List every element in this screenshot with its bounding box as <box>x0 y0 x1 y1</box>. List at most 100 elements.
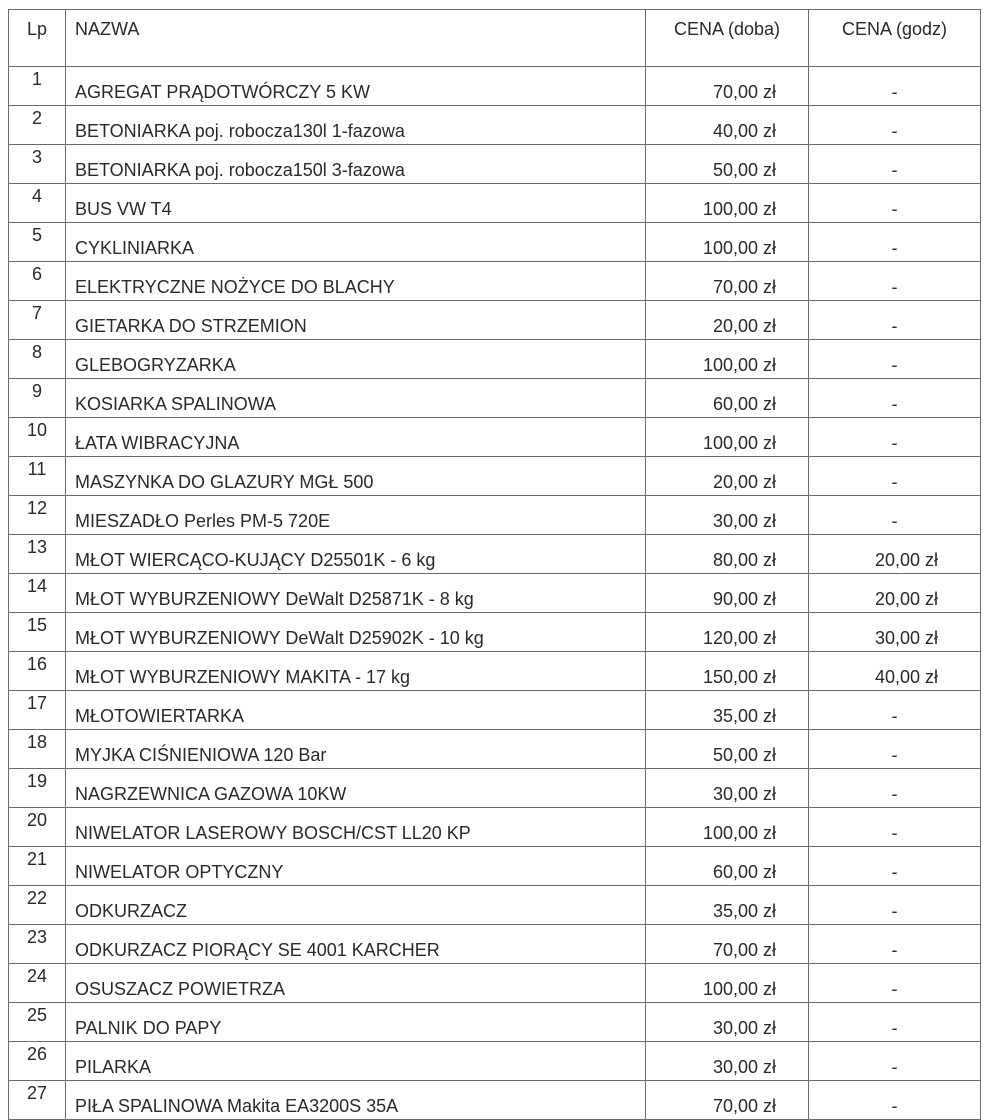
row-number: 14 <box>8 573 66 613</box>
item-name: MŁOT WIERCĄCO-KUJĄCY D25501K - 6 kg <box>65 534 646 574</box>
table-row: 11 MASZYNKA DO GLAZURY MGŁ 500 20,00 zł - <box>8 456 981 496</box>
table-row: 17 MŁOTOWIERTARKA 35,00 zł - <box>8 690 981 730</box>
item-name: AGREGAT PRĄDOTWÓRCZY 5 KW <box>65 66 646 106</box>
table-row: 4 BUS VW T4 100,00 zł - <box>8 183 981 223</box>
row-number: 15 <box>8 612 66 652</box>
table-row: 27 PIŁA SPALINOWA Makita EA3200S 35A 70,00… <box>8 1080 981 1120</box>
price-day: 20,00 zł <box>645 456 809 496</box>
price-day: 90,00 zł <box>645 573 809 613</box>
table-row: 21 NIWELATOR OPTYCZNY 60,00 zł - <box>8 846 981 886</box>
price-day: 50,00 zł <box>645 144 809 184</box>
price-day: 100,00 zł <box>645 417 809 457</box>
table-row: 26 PILARKA 30,00 zł - <box>8 1041 981 1081</box>
price-day: 70,00 zł <box>645 924 809 964</box>
price-day: 40,00 zł <box>645 105 809 145</box>
row-number: 27 <box>8 1080 66 1120</box>
price-day: 70,00 zł <box>645 1080 809 1120</box>
price-hour: - <box>808 339 981 379</box>
item-name: MŁOTOWIERTARKA <box>65 690 646 730</box>
table-row: 10 ŁATA WIBRACYJNA 100,00 zł - <box>8 417 981 457</box>
table-row: 9 KOSIARKA SPALINOWA 60,00 zł - <box>8 378 981 418</box>
price-hour: - <box>808 183 981 223</box>
price-day: 30,00 zł <box>645 768 809 808</box>
price-day: 70,00 zł <box>645 66 809 106</box>
row-number: 20 <box>8 807 66 847</box>
price-hour: - <box>808 963 981 1003</box>
item-name: MŁOT WYBURZENIOWY DeWalt D25902K - 10 kg <box>65 612 646 652</box>
row-number: 16 <box>8 651 66 691</box>
row-number: 11 <box>8 456 66 496</box>
table-row: 14 MŁOT WYBURZENIOWY DeWalt D25871K - 8 k… <box>8 573 981 613</box>
item-name: OSUSZACZ POWIETRZA <box>65 963 646 1003</box>
row-number: 5 <box>8 222 66 262</box>
price-day: 30,00 zł <box>645 1002 809 1042</box>
item-name: ŁATA WIBRACYJNA <box>65 417 646 457</box>
item-name: ODKURZACZ PIORĄCY SE 4001 KARCHER <box>65 924 646 964</box>
price-hour: - <box>808 261 981 301</box>
row-number: 24 <box>8 963 66 1003</box>
row-number: 6 <box>8 261 66 301</box>
price-hour: 20,00 zł <box>808 534 981 574</box>
item-name: GIETARKA DO STRZEMION <box>65 300 646 340</box>
item-name: MŁOT WYBURZENIOWY DeWalt D25871K - 8 kg <box>65 573 646 613</box>
item-name: NAGRZEWNICA GAZOWA 10KW <box>65 768 646 808</box>
row-number: 7 <box>8 300 66 340</box>
price-day: 30,00 zł <box>645 495 809 535</box>
table-row: 19 NAGRZEWNICA GAZOWA 10KW 30,00 zł - <box>8 768 981 808</box>
price-hour: - <box>808 846 981 886</box>
row-number: 12 <box>8 495 66 535</box>
item-name: BETONIARKA poj. robocza130l 1-fazowa <box>65 105 646 145</box>
table-row: 8 GLEBOGRYZARKA 100,00 zł - <box>8 339 981 379</box>
price-hour: - <box>808 222 981 262</box>
price-day: 70,00 zł <box>645 261 809 301</box>
price-day: 50,00 zł <box>645 729 809 769</box>
price-hour: - <box>808 1002 981 1042</box>
price-hour: - <box>808 417 981 457</box>
item-name: BUS VW T4 <box>65 183 646 223</box>
row-number: 23 <box>8 924 66 964</box>
table-row: 1 AGREGAT PRĄDOTWÓRCZY 5 KW 70,00 zł - <box>8 66 981 106</box>
row-number: 8 <box>8 339 66 379</box>
item-name: PIŁA SPALINOWA Makita EA3200S 35A <box>65 1080 646 1120</box>
item-name: GLEBOGRYZARKA <box>65 339 646 379</box>
row-number: 3 <box>8 144 66 184</box>
row-number: 22 <box>8 885 66 925</box>
table-row: 7 GIETARKA DO STRZEMION 20,00 zł - <box>8 300 981 340</box>
item-name: PILARKA <box>65 1041 646 1081</box>
row-number: 17 <box>8 690 66 730</box>
row-number: 19 <box>8 768 66 808</box>
row-number: 9 <box>8 378 66 418</box>
price-day: 30,00 zł <box>645 1041 809 1081</box>
price-hour: - <box>808 378 981 418</box>
price-day: 100,00 zł <box>645 807 809 847</box>
price-hour: - <box>808 1041 981 1081</box>
price-day: 120,00 zł <box>645 612 809 652</box>
price-hour: - <box>808 66 981 106</box>
price-day: 100,00 zł <box>645 222 809 262</box>
row-number: 18 <box>8 729 66 769</box>
header-price-day: CENA (doba) <box>645 9 809 67</box>
table-row: 24 OSUSZACZ POWIETRZA 100,00 zł - <box>8 963 981 1003</box>
price-hour: - <box>808 729 981 769</box>
table-row: 5 CYKLINIARKA 100,00 zł - <box>8 222 981 262</box>
price-hour: - <box>808 495 981 535</box>
table-row: 13 MŁOT WIERCĄCO-KUJĄCY D25501K - 6 kg 80,… <box>8 534 981 574</box>
table-row: 18 MYJKA CIŚNIENIOWA 120 Bar 50,00 zł - <box>8 729 981 769</box>
price-hour: - <box>808 807 981 847</box>
item-name: BETONIARKA poj. robocza150l 3-fazowa <box>65 144 646 184</box>
price-day: 100,00 zł <box>645 183 809 223</box>
item-name: ODKURZACZ <box>65 885 646 925</box>
table-row: 15 MŁOT WYBURZENIOWY DeWalt D25902K - 10 … <box>8 612 981 652</box>
price-day: 150,00 zł <box>645 651 809 691</box>
price-hour: - <box>808 300 981 340</box>
price-day: 100,00 zł <box>645 963 809 1003</box>
item-name: MŁOT WYBURZENIOWY MAKITA - 17 kg <box>65 651 646 691</box>
item-name: KOSIARKA SPALINOWA <box>65 378 646 418</box>
price-day: 100,00 zł <box>645 339 809 379</box>
table-row: 20 NIWELATOR LASEROWY BOSCH/CST LL20 KP 10… <box>8 807 981 847</box>
table-row: 22 ODKURZACZ 35,00 zł - <box>8 885 981 925</box>
item-name: MIESZADŁO Perles PM-5 720E <box>65 495 646 535</box>
price-day: 35,00 zł <box>645 690 809 730</box>
header-price-hour: CENA (godz) <box>808 9 981 67</box>
item-name: NIWELATOR LASEROWY BOSCH/CST LL20 KP <box>65 807 646 847</box>
